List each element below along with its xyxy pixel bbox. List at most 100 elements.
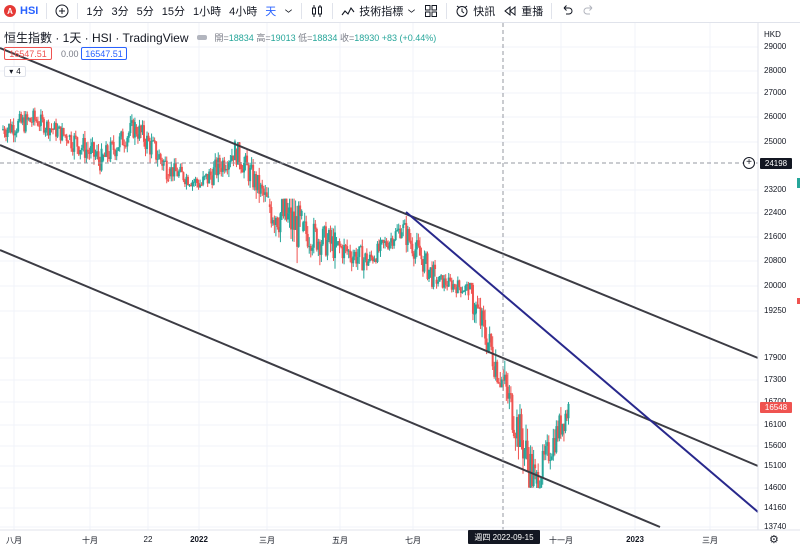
candle-body <box>132 120 135 138</box>
candle-body <box>223 160 226 171</box>
gear-icon[interactable]: ⚙ <box>769 534 779 546</box>
candle-body <box>188 184 191 186</box>
candle-body <box>441 275 444 288</box>
currency-label[interactable]: HKD <box>764 30 781 39</box>
add-symbol-button[interactable] <box>51 0 73 23</box>
candle-body <box>126 137 129 147</box>
candle-body <box>421 259 424 272</box>
candle-body <box>314 223 317 229</box>
candle-body <box>367 261 370 266</box>
add-alert-icon[interactable]: + <box>743 157 755 169</box>
alert-button[interactable]: 快訊 <box>451 0 499 23</box>
ohlc-values: 開=18834 高=19013 低=18834 收=18930 +83 (+0.… <box>215 31 437 44</box>
candle-body <box>240 164 243 170</box>
candle-body <box>177 171 180 177</box>
ask-price-box[interactable]: 16547.51 <box>81 47 127 60</box>
candle-body <box>567 403 570 419</box>
candle-body <box>329 230 332 244</box>
candle-body <box>377 243 380 251</box>
candle-body <box>467 284 470 296</box>
candle-body <box>48 128 51 136</box>
candle-body <box>311 247 314 251</box>
candle-body <box>147 135 150 141</box>
collapsed-count: 4 <box>16 67 21 76</box>
candle-body <box>503 374 506 381</box>
candle-body <box>67 140 70 144</box>
candle-body <box>326 240 329 256</box>
candle-body <box>341 247 344 259</box>
candle-body <box>300 210 303 216</box>
candle-body <box>26 114 29 120</box>
candle-body <box>461 291 464 294</box>
bid-price-box[interactable]: 16547.51 <box>4 47 52 60</box>
candle-body <box>136 134 139 139</box>
candle-body <box>5 133 8 137</box>
candle-body <box>241 169 244 173</box>
replay-button[interactable]: 重播 <box>499 0 547 23</box>
candle-body <box>317 241 320 250</box>
candle-body <box>214 159 217 168</box>
candle-body <box>320 244 323 255</box>
legend-collapse-button[interactable]: ▾ 4 <box>4 66 26 77</box>
candle-body <box>409 240 412 244</box>
candle-body <box>294 216 297 230</box>
candle-body <box>440 275 443 277</box>
price-tick-label: 19250 <box>764 306 787 315</box>
interval-4h[interactable]: 4小時 <box>229 6 258 18</box>
candle-body <box>247 165 250 182</box>
candle-body <box>244 155 247 163</box>
candle-body <box>14 133 17 136</box>
candle-body <box>224 169 227 171</box>
candle-body <box>561 423 564 435</box>
candle-body <box>52 129 55 131</box>
candle-body <box>121 131 124 146</box>
price-tick-label: 26000 <box>764 112 787 121</box>
candle-body <box>293 211 296 230</box>
candle-body <box>112 141 115 150</box>
candle-body <box>411 243 414 254</box>
interval-5m[interactable]: 5分 <box>136 6 154 18</box>
candle-body <box>373 259 376 262</box>
interval-3m[interactable]: 3分 <box>111 6 129 18</box>
candle-body <box>146 135 149 150</box>
symbol-search-button[interactable]: A HSI <box>0 0 42 23</box>
candle-body <box>346 246 349 252</box>
chevron-down-icon: ▾ <box>9 67 14 76</box>
interval-1d[interactable]: 天 <box>265 6 277 18</box>
close-value: 18930 <box>354 33 380 43</box>
candle-body <box>515 417 518 439</box>
candle-body <box>173 163 176 177</box>
candle-body <box>332 236 335 258</box>
interval-1h[interactable]: 1小時 <box>192 6 222 18</box>
candle-body <box>330 236 333 244</box>
series-title[interactable]: 恒生指數 · 1天 · HSI · TradingView <box>4 31 189 45</box>
close-label: 收= <box>339 33 355 43</box>
candle-body <box>265 192 268 197</box>
candle-body <box>258 175 261 194</box>
chart-type-button[interactable] <box>306 0 328 23</box>
layout-button[interactable] <box>420 0 442 23</box>
divider <box>46 3 48 19</box>
candle-body <box>246 155 249 166</box>
candle-body <box>86 149 89 152</box>
candle-body <box>528 459 531 488</box>
candle-body <box>174 163 177 172</box>
candle-body <box>387 245 390 249</box>
interval-dropdown-button[interactable] <box>280 0 297 23</box>
series-visibility-dot[interactable] <box>196 35 207 40</box>
indicators-button[interactable]: 技術指標 <box>337 0 420 23</box>
candle-body <box>494 361 497 377</box>
candle-body <box>302 222 305 231</box>
price-chart[interactable] <box>0 23 800 553</box>
candle-body <box>291 211 294 230</box>
redo-button[interactable] <box>578 0 600 23</box>
candle-body <box>41 114 44 120</box>
candle-body <box>24 114 27 132</box>
interval-1m[interactable]: 1分 <box>86 6 104 18</box>
spread-value: 0.00 <box>61 48 79 59</box>
undo-button[interactable] <box>556 0 578 23</box>
interval-15m[interactable]: 15分 <box>161 6 185 18</box>
candle-body <box>243 162 246 173</box>
candle-body <box>9 123 12 133</box>
candle-body <box>115 150 118 157</box>
